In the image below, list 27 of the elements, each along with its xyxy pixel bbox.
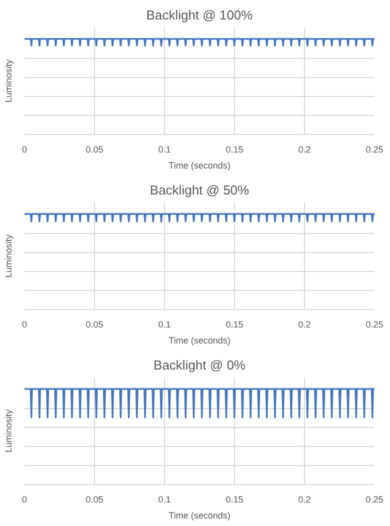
x-tick-label: 0.1 [158, 144, 171, 154]
x-tick-label: 0 [22, 144, 28, 154]
x-tick-label: 0.15 [226, 494, 244, 504]
x-tick-label: 0.25 [366, 494, 384, 504]
x-tick-label: 0 [22, 320, 28, 330]
chart-title: Backlight @ 0% [154, 358, 246, 372]
x-tick-label: 0.05 [86, 144, 104, 154]
x-tick-label: 0.05 [86, 320, 104, 330]
x-tick-label: 0.15 [226, 320, 244, 330]
x-tick-label: 0 [22, 494, 28, 504]
y-axis-title: Luminosity [4, 58, 14, 103]
x-axis-title: Time (seconds) [168, 160, 230, 170]
x-tick-label: 0.2 [298, 494, 311, 504]
x-tick-label: 0.15 [226, 144, 244, 154]
chart-title: Backlight @ 100% [146, 8, 254, 22]
chart-title: Backlight @ 50% [150, 182, 250, 198]
x-axis-title: Time (seconds) [168, 510, 230, 520]
x-tick-label: 0.2 [298, 320, 311, 330]
x-tick-label: 0.05 [86, 494, 104, 504]
y-axis-title: Luminosity [4, 408, 14, 453]
x-tick-label: 0.1 [158, 320, 171, 330]
x-tick-label: 0.25 [366, 320, 384, 330]
y-axis-title: Luminosity [4, 234, 14, 278]
x-tick-label: 0.25 [366, 144, 384, 154]
x-tick-label: 0.1 [158, 494, 171, 504]
x-tick-label: 0.2 [298, 144, 311, 154]
x-axis-title: Time (seconds) [168, 336, 230, 346]
